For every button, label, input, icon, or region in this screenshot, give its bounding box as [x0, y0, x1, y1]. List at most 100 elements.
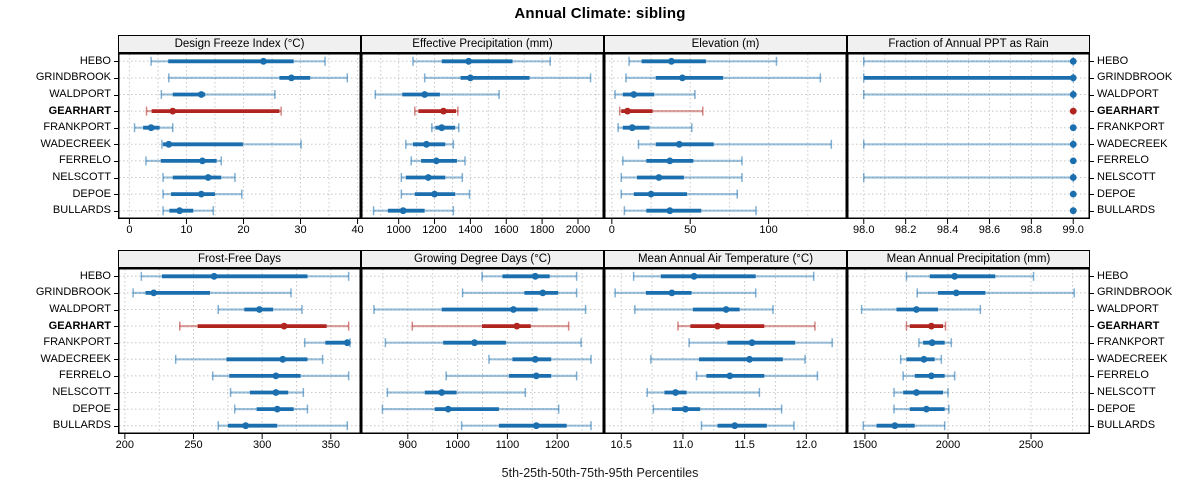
error-bar-waldport — [374, 90, 500, 99]
error-bar-depoe — [620, 189, 739, 199]
site-label-left-depoe: DEPOE — [72, 402, 111, 415]
error-bar-ferrelo — [410, 156, 466, 166]
error-bar-hebo — [628, 56, 778, 66]
error-bar-nelscott — [229, 388, 305, 397]
median-dot — [197, 190, 205, 198]
site-axis-tick — [1090, 160, 1094, 162]
panel-plot-mean-annual-precipitation-mm — [847, 268, 1090, 439]
site-axis-tick — [1090, 392, 1094, 394]
median-dot — [210, 272, 218, 280]
error-bar-hebo — [412, 56, 551, 66]
median-dot — [952, 289, 960, 297]
error-bar-grindbrook — [625, 73, 822, 83]
median-dot — [714, 322, 721, 330]
median-dot — [1069, 157, 1077, 165]
axis-tick-label: 11.5 — [734, 439, 755, 451]
error-bar-gearhart — [145, 106, 282, 116]
panel-strip-elevation-m: Elevation (m) — [604, 35, 847, 53]
median-dot — [176, 207, 184, 215]
error-bar-wadecreek — [161, 139, 302, 149]
error-bar-grindbrook — [614, 288, 757, 298]
site-axis-tick — [114, 111, 118, 113]
axis-tick-label: 0 — [126, 224, 133, 236]
median-dot — [1069, 190, 1077, 198]
error-bar-hebo — [863, 56, 1077, 66]
error-bar-gearhart — [414, 106, 459, 116]
site-label-right-nelscott: NELSCOTT — [1097, 171, 1156, 183]
site-axis-tick — [1090, 111, 1094, 113]
axis-tick-label: 1200 — [422, 224, 447, 236]
error-bar-wadecreek — [174, 354, 324, 364]
median-dot — [509, 306, 517, 313]
median-dot — [928, 339, 936, 347]
panel-strip-design-freeze-index-c: Design Freeze Index (°C) — [118, 35, 361, 53]
error-bar-grindbrook — [916, 288, 1075, 298]
error-bar-waldport — [217, 305, 303, 314]
error-bar-waldport — [863, 90, 1077, 99]
site-label-right-bullards: BULLARDS — [1097, 204, 1156, 217]
median-dot — [438, 389, 446, 396]
site-axis-tick — [1090, 144, 1094, 146]
error-bar-frankport — [1069, 124, 1077, 132]
median-dot — [260, 57, 267, 65]
error-bar-hebo — [632, 271, 815, 281]
error-bar-frankport — [688, 338, 833, 348]
error-bar-bullards — [217, 421, 349, 431]
site-label-left-bullards: BULLARDS — [52, 204, 111, 217]
error-bar-frankport — [133, 123, 174, 133]
error-bar-wadecreek — [899, 354, 943, 364]
site-label-left-gearhart: GEARHART — [48, 104, 111, 117]
error-bar-ferrelo — [1069, 157, 1077, 165]
panel-strip-effective-precipitation-mm: Effective Precipitation (mm) — [361, 35, 604, 53]
error-bar-grindbrook — [423, 73, 592, 83]
median-dot — [630, 91, 638, 98]
median-dot — [628, 124, 636, 132]
axis-tick-label: 50 — [684, 224, 697, 236]
median-dot — [465, 57, 473, 65]
median-dot — [150, 289, 158, 297]
axis-tick-label: 98.8 — [1020, 224, 1043, 236]
error-bar-bullards — [862, 421, 946, 431]
median-dot — [722, 306, 730, 313]
error-bar-depoe — [652, 404, 783, 414]
axis-tick-label: 99.0 — [1062, 224, 1084, 236]
median-dot — [682, 405, 689, 413]
median-dot — [431, 190, 438, 198]
site-axis-tick — [114, 61, 118, 63]
site-axis-tick — [1090, 210, 1094, 212]
median-dot — [927, 322, 935, 330]
site-label-left-hebo: HEBO — [79, 54, 111, 67]
error-bar-depoe — [893, 404, 950, 414]
site-label-left-hebo: HEBO — [79, 269, 111, 282]
median-dot — [169, 107, 177, 115]
median-dot — [532, 422, 540, 430]
site-axis-tick — [114, 77, 118, 79]
median-dot — [199, 157, 206, 165]
error-bar-bullards — [460, 421, 592, 431]
site-axis-tick — [114, 309, 118, 311]
site-label-right-hebo: HEBO — [1097, 269, 1129, 282]
error-bar-nelscott — [162, 173, 236, 182]
site-axis-tick — [1090, 326, 1094, 328]
median-dot — [399, 207, 407, 215]
panel-plot-effective-precipitation-mm — [361, 53, 604, 224]
panel-strip-growing-degree-days-c: Growing Degree Days (°C) — [361, 250, 604, 268]
error-bar-frankport — [431, 123, 460, 133]
site-label-left-nelscott: NELSCOTT — [52, 171, 111, 183]
site-label-right-ferrelo: FERRELO — [1097, 369, 1149, 382]
median-dot — [927, 372, 935, 380]
site-axis-tick — [1090, 342, 1094, 344]
error-bar-depoe — [233, 404, 309, 414]
axis-tick-label: 98.4 — [936, 224, 959, 236]
axis-tick-label: 1500 — [852, 439, 878, 451]
error-bar-gearhart — [677, 321, 816, 331]
median-dot — [666, 157, 674, 165]
panel-plot-design-freeze-index-c — [118, 53, 361, 224]
site-axis-tick — [114, 409, 118, 411]
site-axis-tick — [114, 194, 118, 196]
error-bar-frankport — [617, 123, 693, 133]
axis-tick-label: 250 — [184, 439, 203, 451]
site-label-left-grindbrook: GRINDBROOK — [35, 286, 111, 299]
median-dot — [920, 355, 928, 363]
median-dot — [423, 140, 430, 148]
